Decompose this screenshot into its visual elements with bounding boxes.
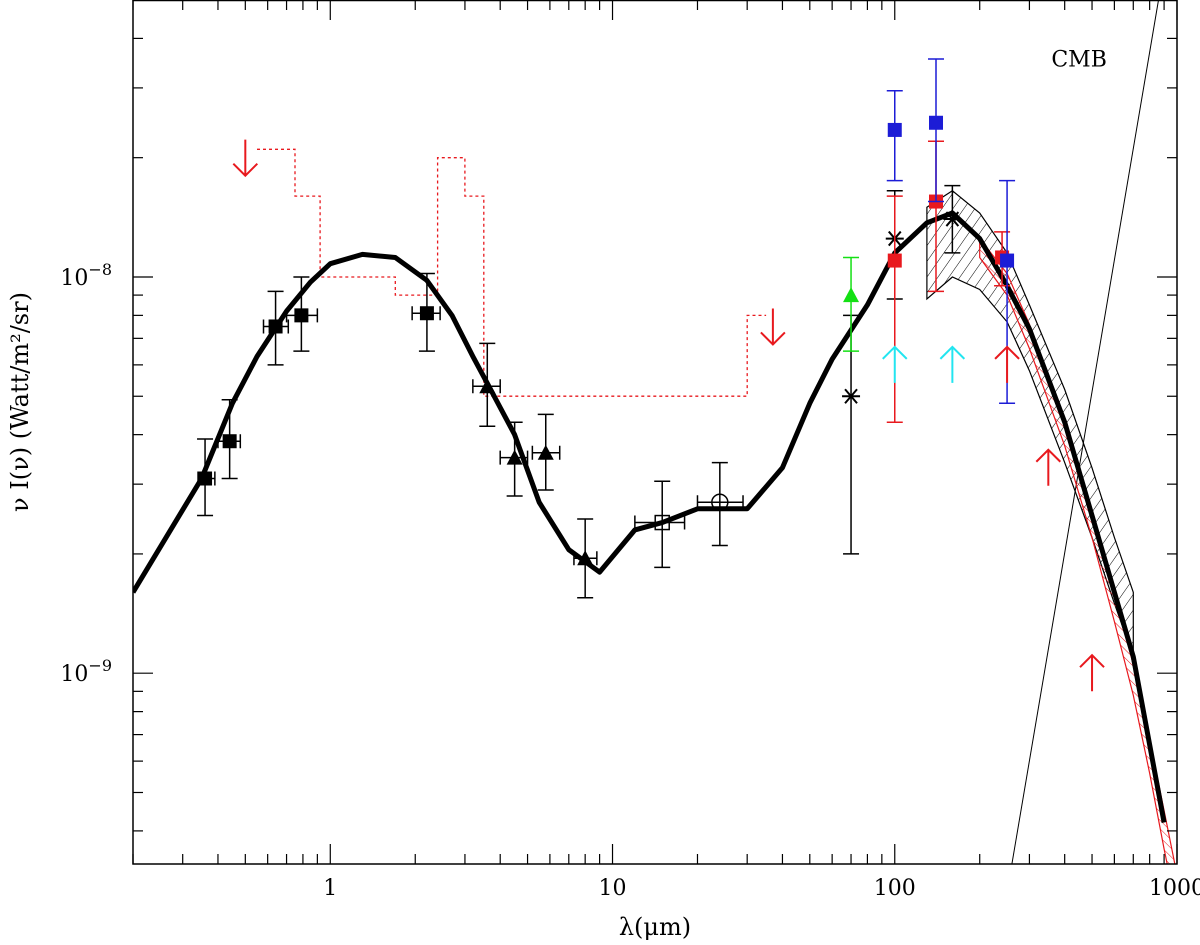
x-tick-label-1: 1 [323, 876, 337, 901]
y-tick-label-2: 10−9 [60, 656, 112, 687]
x-axis-title: λ(μm) [619, 913, 691, 941]
series-8-point-2-yerr [928, 58, 945, 203]
series-8-point-2 [929, 115, 944, 130]
cmb-line [1011, 0, 1159, 864]
x-tick-label-4: 1000 [1149, 876, 1200, 901]
series-1-point-2 [222, 434, 237, 449]
lower-limit-arrow-5 [1079, 653, 1105, 692]
lower-limit-arrow-2 [939, 345, 966, 383]
series-1-point-4 [294, 308, 309, 323]
series-8-point-1 [887, 122, 902, 137]
series-7-point-1-yerr [886, 195, 903, 423]
lower-limit-arrow-3 [994, 345, 1020, 383]
series-6-point-1 [843, 287, 860, 303]
series-4-point-1 [711, 493, 729, 512]
annotation-1: CMB [1051, 47, 1107, 72]
series-5-point-1 [842, 388, 861, 404]
series-2-point-3 [537, 444, 554, 460]
series-4-point-1-yerr [711, 461, 728, 547]
y-axis-title: ν I(ν) (Watt/m²/sr) [6, 292, 34, 512]
y-tick-label-1: 10−8 [60, 260, 112, 291]
series-3-point-1-yerr [654, 480, 671, 569]
upper-limit-arrow-2 [760, 308, 786, 346]
series-8-point-3 [1000, 253, 1015, 268]
series-4-point-1-xerr [696, 495, 744, 510]
series-1-point-3 [268, 319, 283, 334]
series-3-point-1-xerr [634, 515, 686, 530]
series-7-point-1 [887, 253, 902, 268]
plot-frame [132, 0, 1178, 865]
x-tick-label-2: 10 [599, 876, 627, 901]
hatched-band-1 [926, 190, 1134, 658]
x-tick-label-3: 100 [874, 876, 916, 901]
upper-limit-arrow-1 [232, 139, 259, 178]
hatched-band-2 [979, 236, 1176, 864]
upper-limit-step [257, 148, 767, 397]
model-curve [133, 210, 1167, 823]
series-6-point-1-yerr [843, 256, 860, 352]
lower-limit-arrow-1 [882, 345, 908, 383]
series-1-point-1 [198, 471, 213, 486]
series-3-point-1 [654, 514, 670, 531]
series-2-point-4 [577, 550, 594, 566]
series-5-point-3 [943, 211, 962, 227]
lower-limit-arrow-4 [1035, 448, 1062, 486]
series-2-point-1 [479, 378, 496, 394]
series-1-point-5 [419, 306, 434, 321]
series-2-point-2 [506, 449, 523, 465]
